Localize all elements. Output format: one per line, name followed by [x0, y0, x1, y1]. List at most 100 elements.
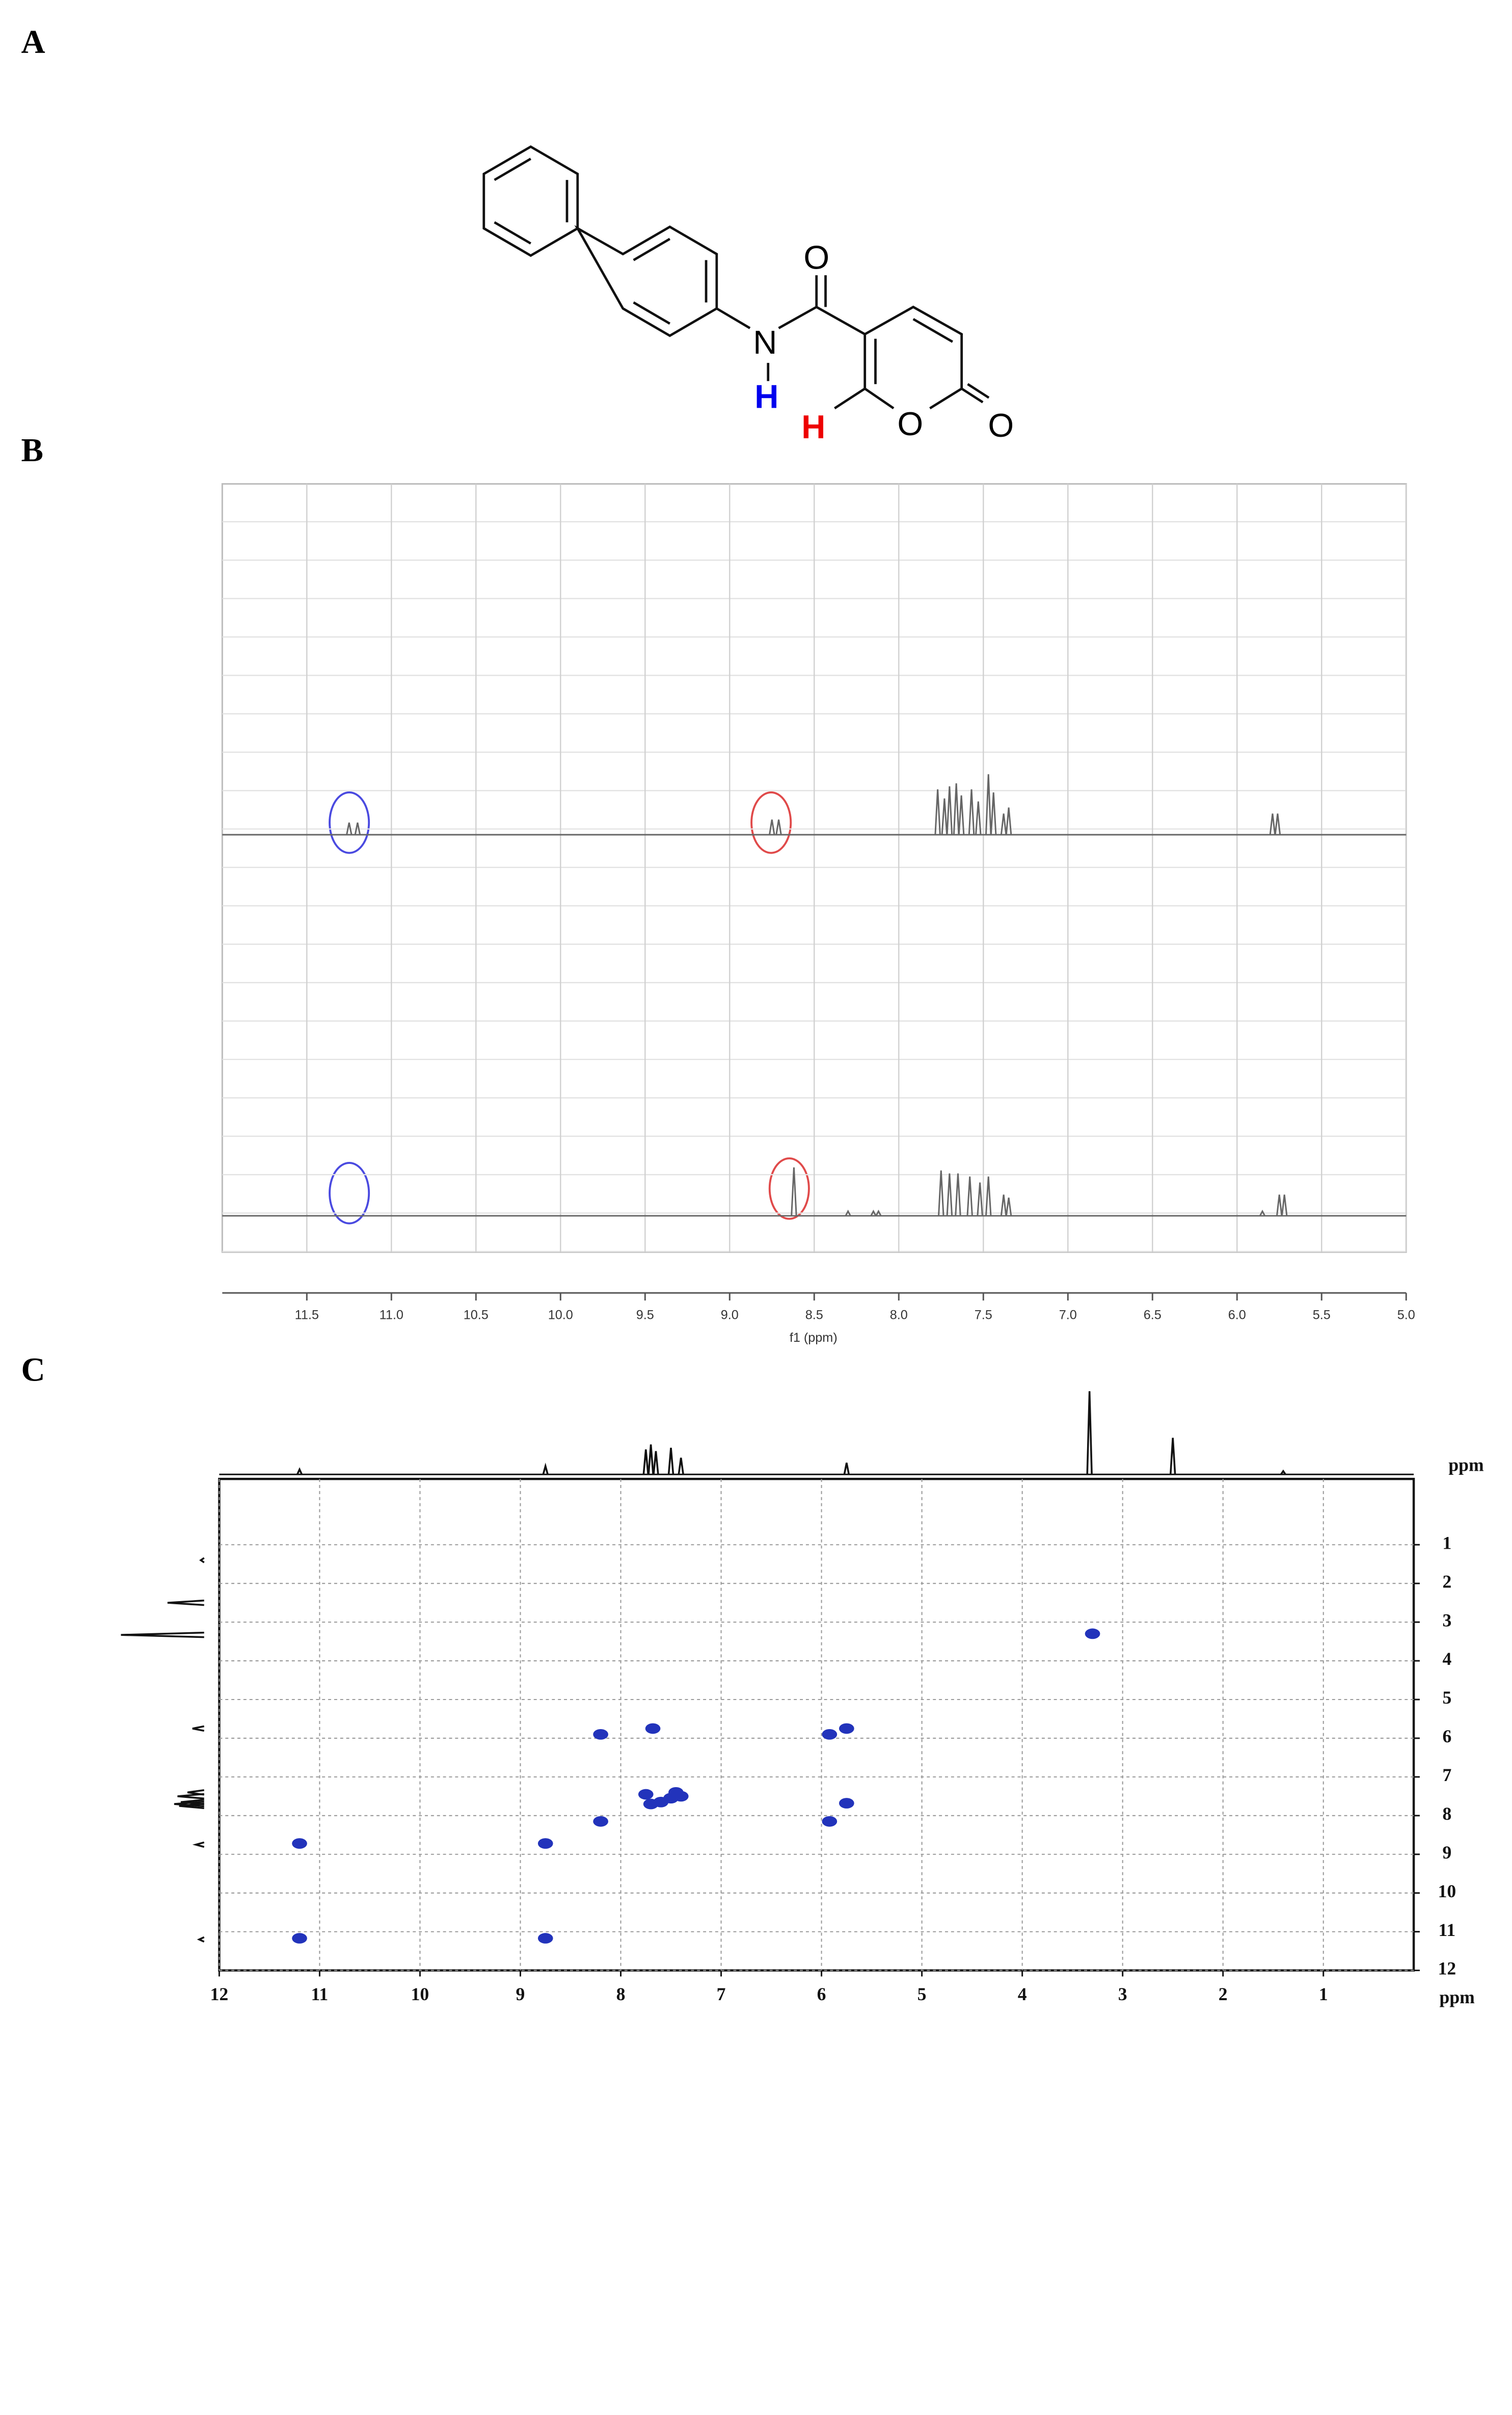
peak: [1005, 807, 1012, 835]
projection-peak: [1086, 1391, 1093, 1475]
x-tick-label: 11.5: [295, 1308, 319, 1322]
x-tick-label: 9: [516, 1984, 525, 2004]
peak: [1281, 1195, 1288, 1216]
projection-peak: [296, 1467, 303, 1475]
projection-peak: [167, 1599, 204, 1606]
y-tick-label: 5: [1442, 1687, 1451, 1708]
highlight: [329, 791, 370, 854]
x-axis-label: f1 (ppm): [790, 1331, 838, 1345]
projection-peak: [177, 1793, 204, 1800]
x-tick-label: 10.5: [464, 1308, 489, 1322]
x-tick-label: 10: [411, 1984, 429, 2004]
x-tick-label: 4: [1018, 1984, 1027, 2004]
peak: [990, 792, 997, 835]
y-tick-label: 10: [1438, 1881, 1456, 1901]
cross-peak: [822, 1729, 838, 1740]
cross-peak: [1085, 1628, 1100, 1639]
atom: H: [801, 408, 825, 445]
y-tick-label: 6: [1442, 1726, 1451, 1746]
y-tick-label: 3: [1442, 1610, 1451, 1630]
x-tick-label: 7.5: [975, 1308, 992, 1322]
x-tick-label: 7.0: [1059, 1308, 1077, 1322]
cross-peak: [673, 1791, 689, 1802]
panel-label: B: [21, 432, 44, 469]
cross-peak: [822, 1816, 838, 1827]
peak: [1005, 1198, 1012, 1216]
y-tick-label: 4: [1442, 1649, 1451, 1669]
projection-peak: [187, 1789, 204, 1796]
x-tick-label: 10.0: [548, 1308, 573, 1322]
atom: H: [754, 378, 778, 415]
peak: [946, 1173, 953, 1216]
peak: [346, 822, 353, 835]
peak: [938, 1170, 944, 1216]
peak: [775, 819, 782, 835]
projection-peak: [653, 1451, 659, 1475]
peak: [791, 1167, 797, 1216]
cross-peak: [593, 1816, 608, 1827]
x-tick-label: 6.0: [1228, 1308, 1246, 1322]
atom: N: [753, 324, 777, 361]
peak: [1276, 1195, 1283, 1216]
bonds: [716, 275, 984, 410]
projection-peak: [542, 1463, 549, 1475]
y-tick-label: 9: [1442, 1842, 1451, 1863]
peak: [1259, 1209, 1266, 1216]
peak: [1269, 813, 1276, 835]
peak: [966, 1176, 973, 1216]
peak: [985, 774, 992, 835]
peak: [953, 783, 960, 835]
cross-peak: [537, 1933, 553, 1944]
cross-peak: [839, 1798, 854, 1809]
projection-peak: [192, 1725, 205, 1732]
cross-peak: [645, 1723, 661, 1734]
y-tick-label: 12: [1438, 1958, 1456, 1979]
projection-peak: [197, 1936, 205, 1943]
projection-peak: [642, 1449, 649, 1475]
x-tick-label: 2: [1219, 1984, 1228, 2004]
peak: [941, 798, 948, 835]
cross-peak: [638, 1789, 654, 1800]
x-tick-label: 9.5: [636, 1308, 654, 1322]
projection-peak: [199, 1557, 205, 1563]
bond: [967, 383, 990, 399]
molecule: O N H H O O: [482, 145, 1014, 445]
peak: [985, 1176, 992, 1216]
atom: O: [897, 405, 923, 442]
projection-peak: [667, 1447, 674, 1475]
peak: [870, 1209, 877, 1216]
cross-peak: [537, 1838, 553, 1849]
x-tick-label: 11.0: [380, 1308, 403, 1322]
panel-label: A: [21, 24, 45, 61]
x-tick-label: 8.5: [805, 1308, 823, 1322]
x-tick-label: 6: [817, 1984, 826, 2004]
y-axis-label: ppm: [1440, 1987, 1475, 2007]
atom: O: [803, 239, 829, 276]
x-tick-label: 5: [917, 1984, 927, 2004]
x-tick-label: 8: [616, 1984, 626, 2004]
highlight: [750, 791, 792, 854]
projection-peak: [180, 1799, 204, 1806]
x-tick-label: 7: [717, 1984, 726, 2004]
peak: [946, 786, 953, 835]
y-tick-label: 7: [1442, 1765, 1451, 1785]
peak: [975, 801, 982, 835]
peak: [958, 795, 965, 835]
ring: [482, 145, 579, 257]
projection-peak: [121, 1631, 204, 1638]
peak: [1000, 813, 1007, 835]
x-tick-label: 11: [311, 1984, 329, 2004]
projection-peak: [647, 1444, 654, 1475]
x-axis-label: ppm: [1448, 1455, 1484, 1475]
x-tick-label: 6.5: [1144, 1308, 1162, 1322]
x-tick-label: 3: [1118, 1984, 1127, 2004]
atom: O: [988, 407, 1014, 444]
projection-peak: [1169, 1438, 1176, 1475]
peak: [1000, 1195, 1007, 1216]
y-tick-label: 11: [1439, 1920, 1456, 1940]
peak: [1274, 813, 1281, 835]
highlight: [768, 1157, 810, 1220]
x-tick-label: 1: [1319, 1984, 1328, 2004]
y-tick-label: 8: [1442, 1803, 1451, 1824]
